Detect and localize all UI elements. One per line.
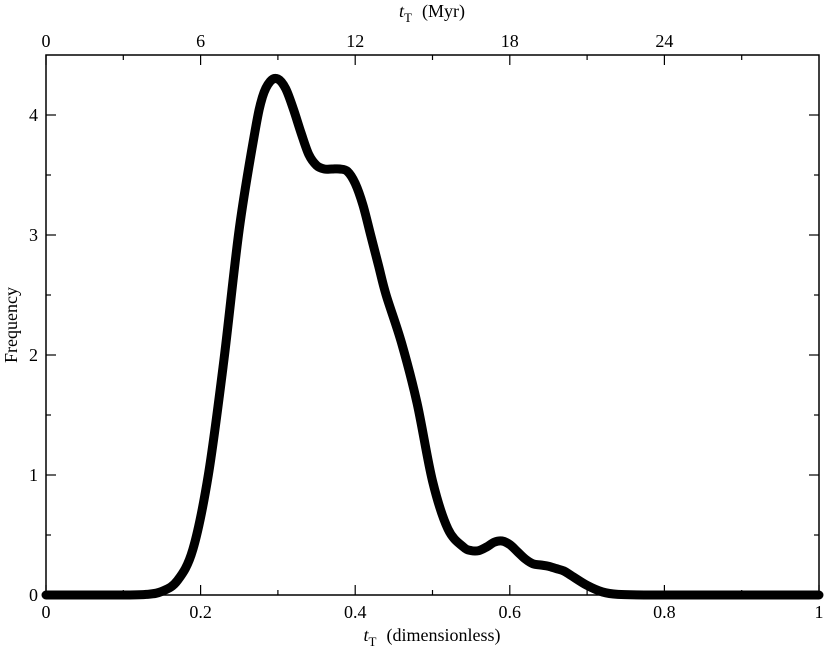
x-tick-label: 0.4: [344, 602, 367, 622]
y-tick-label: 2: [29, 345, 38, 365]
x-tick-label: 0: [42, 602, 51, 622]
y-axis-title: Frequency: [1, 287, 21, 363]
x-axis-title-subscript: T: [369, 634, 377, 649]
x2-axis-title: tT (Myr): [399, 1, 465, 25]
x-tick-label: 1: [815, 602, 824, 622]
x-axis-title-symbol: t: [364, 625, 370, 645]
x2-axis-title-subscript: T: [404, 10, 412, 25]
ticks-layer: [45, 55, 820, 596]
frequency-series-line: [41, 73, 824, 600]
x-tick-label: 0.2: [189, 602, 212, 622]
y-tick-label: 3: [29, 225, 38, 245]
x2-axis-title-rest: (Myr): [422, 1, 465, 22]
x2-axis-title-symbol: t: [399, 1, 405, 21]
x-tick-label: 0.6: [499, 602, 522, 622]
x2-tick-label: 18: [501, 31, 519, 51]
y-tick-label: 0: [29, 585, 38, 605]
x-tick-label: 0.8: [653, 602, 676, 622]
y-tick-label: 4: [29, 105, 38, 125]
x2-tick-label: 0: [42, 31, 51, 51]
x2-tick-label: 6: [196, 31, 205, 51]
x-axis-title: tT (dimensionless): [364, 625, 501, 649]
plot-frame: [45, 54, 820, 596]
x-axis-title-rest: (dimensionless): [386, 625, 500, 646]
y-tick-label: 1: [29, 465, 38, 485]
series-layer: [41, 73, 824, 600]
x2-tick-label: 24: [655, 31, 673, 51]
x2-tick-label: 12: [346, 31, 364, 51]
